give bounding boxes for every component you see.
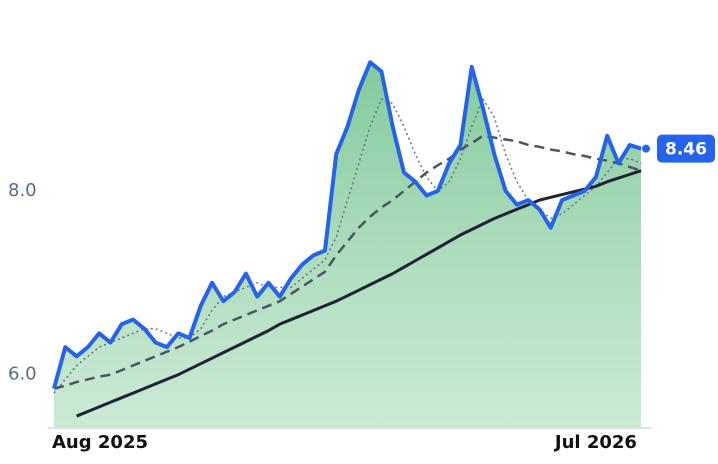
value-badge bbox=[657, 134, 715, 163]
x-tick-label: Jul 2026 bbox=[553, 432, 637, 453]
price-area bbox=[54, 62, 642, 429]
series-line bbox=[76, 169, 642, 418]
last-dot bbox=[642, 144, 650, 153]
plot-area: 8.46 bbox=[48, 60, 715, 429]
series-line bbox=[52, 60, 642, 390]
series-line bbox=[53, 134, 642, 390]
y-tick-label: 6.0 bbox=[8, 364, 37, 385]
x-tick-label: Aug 2025 bbox=[52, 432, 148, 453]
y-tick-label: 8.0 bbox=[8, 180, 37, 201]
value-badge-label: 8.46 bbox=[665, 140, 707, 160]
